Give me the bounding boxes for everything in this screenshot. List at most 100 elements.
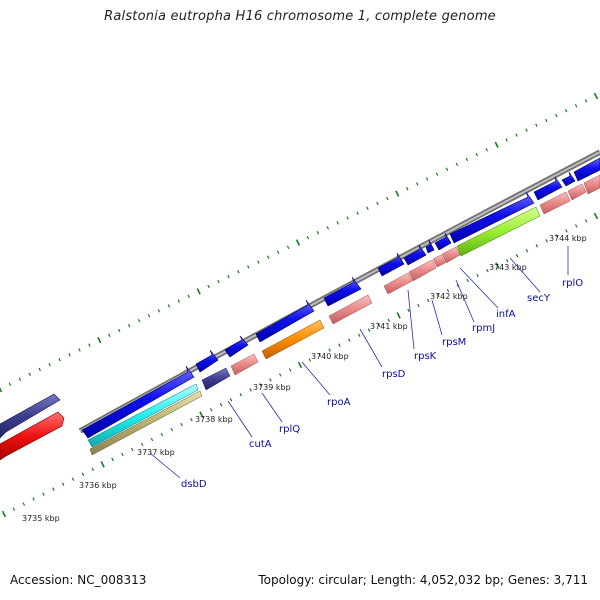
scale-label: 3738 kbp [195, 415, 233, 424]
gene-label-dsbD: dsbD [181, 479, 207, 490]
tick-mark [366, 206, 369, 211]
gene-arrow-small-right [561, 171, 576, 187]
tick-mark [455, 162, 459, 167]
tick-mark [316, 231, 320, 235]
tick-mark [12, 507, 16, 511]
tick-mark [446, 288, 450, 293]
tick-mark [28, 372, 32, 377]
tick-mark [127, 323, 131, 328]
tick-mark [61, 482, 65, 486]
tick-mark [545, 118, 548, 123]
tick-mark [326, 226, 330, 230]
tick-mark [318, 353, 322, 357]
tick-mark [147, 314, 151, 318]
tick-mark [574, 104, 578, 108]
tick-mark [229, 398, 233, 402]
tick-mark [249, 388, 252, 392]
tick-mark [177, 299, 181, 303]
tick-mark [356, 211, 359, 215]
tick-mark [417, 303, 420, 308]
scale-labels: 3735 kbp 3736 kbp 3737 kbp 3738 kbp 3739… [22, 234, 587, 523]
tick-mark [52, 487, 55, 491]
gene-rpmJ-arrow [425, 239, 435, 254]
feature-red-left [0, 411, 65, 461]
tick-mark [167, 304, 171, 308]
tick-mark [137, 318, 141, 323]
gene-cutA-arrow [195, 349, 219, 373]
tick-mark [545, 239, 548, 243]
tick-mark [78, 348, 81, 352]
gene-rplO-arrow [533, 176, 563, 201]
tick-mark [584, 219, 588, 223]
tick-mark [466, 278, 470, 283]
gene-rpsK-arrow [377, 252, 405, 277]
gene-label-rpoA: rpoA [327, 397, 351, 408]
tick-mark [239, 393, 243, 397]
tick-mark [396, 312, 401, 319]
tick-mark [38, 367, 41, 372]
gene-label-leaders [149, 246, 569, 479]
tick-mark [160, 432, 164, 437]
tick-mark [140, 442, 144, 447]
tick-mark [269, 378, 272, 382]
gene-label-secY: secY [527, 293, 551, 304]
gene-secY-arrow [449, 191, 535, 244]
feature-pink-right-a [567, 183, 587, 201]
tick-mark [525, 249, 529, 253]
tick-mark [535, 123, 538, 127]
tick-mark [257, 260, 260, 264]
feature-khaki-dsbD [89, 390, 203, 456]
feature-lime-secY [456, 206, 541, 257]
tick-mark [564, 108, 568, 113]
topology-text: Topology: circular; Length: 4,052,032 bp… [258, 573, 588, 587]
tick-mark [357, 333, 361, 337]
tick-mark [574, 224, 578, 228]
scale-label: 3739 kbp [253, 383, 291, 392]
tick-mark [555, 113, 558, 118]
feature-pink-rpsM [408, 259, 437, 282]
gene-rplQ-arrow [224, 335, 249, 358]
tick-mark [494, 141, 499, 149]
tick-mark [219, 403, 223, 407]
tick-mark [387, 318, 391, 322]
gene-labels: dsbD cutA rplQ rpoA rpsD rpsK rpsM rpmJ … [181, 278, 583, 490]
tick-mark [100, 461, 105, 468]
tick-mark [348, 338, 351, 342]
tick-mark [336, 221, 339, 225]
tick-mark [117, 328, 121, 333]
tick-mark [377, 323, 381, 327]
tick-mark [476, 273, 479, 278]
scale-label: 3742 kbp [430, 292, 468, 301]
scale-label: 3741 kbp [370, 322, 408, 331]
tick-mark [535, 244, 539, 248]
tick-mark [286, 245, 290, 250]
tick-mark [266, 255, 270, 259]
map-title: Ralstonia eutropha H16 chromosome 1, com… [104, 9, 496, 24]
tick-mark [584, 99, 588, 103]
tick-mark [180, 422, 183, 427]
tick-mark [593, 92, 599, 100]
tick-mark [297, 361, 303, 369]
feature-pink-rpsD [328, 294, 373, 325]
gene-label-rpsD: rpsD [382, 369, 406, 380]
tick-mark [485, 148, 488, 152]
feature-pink-rplO [539, 191, 571, 215]
tick-mark [0, 387, 3, 393]
tick-mark [217, 279, 220, 284]
tick-mark [395, 190, 400, 197]
tick-mark [295, 239, 301, 246]
tick-mark [436, 293, 440, 298]
feature-pink-infA [441, 246, 461, 264]
tick-mark [565, 229, 568, 233]
feature-pink-rplQ [230, 353, 259, 376]
tick-mark [157, 309, 161, 313]
gene-label-infA: infA [496, 309, 516, 320]
gene-infA-arrow [434, 232, 452, 251]
tick-mark [407, 308, 410, 313]
tick-mark [48, 362, 51, 367]
accession-text: Accession: NC_008313 [10, 573, 147, 587]
tick-mark [187, 294, 190, 298]
gene-label-rpsM: rpsM [442, 337, 466, 348]
tick-mark [190, 417, 193, 422]
